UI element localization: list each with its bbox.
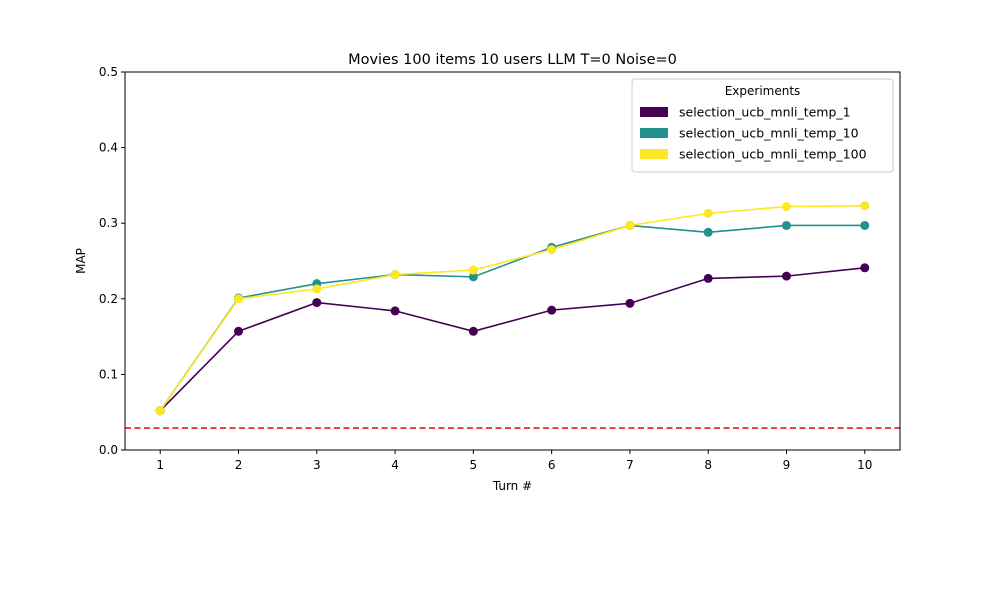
plot-area [125, 201, 900, 429]
x-axis: 1 2 3 4 5 6 7 8 9 10 [156, 450, 872, 472]
series-2-point [468, 272, 478, 282]
y-tick-label: 0.5 [99, 65, 118, 79]
legend-swatch-2 [640, 128, 668, 138]
series-1-point [547, 305, 557, 315]
series-2-point [860, 220, 870, 230]
legend-swatch-1 [640, 107, 668, 117]
series-1-point [860, 263, 870, 273]
series-3-point [781, 202, 791, 212]
series-3-point [312, 284, 322, 294]
x-tick-label: 7 [626, 458, 634, 472]
x-tick-label: 4 [391, 458, 399, 472]
series-1-point [625, 298, 635, 308]
series-3-point [468, 265, 478, 275]
series-line-1 [159, 267, 865, 412]
legend-swatch-3 [640, 149, 668, 159]
legend-label-2: selection_ucb_mnli_temp_10 [679, 126, 859, 141]
x-tick-label: 10 [857, 458, 872, 472]
y-axis: 0.0 0.1 0.2 0.3 0.4 0.5 [99, 65, 125, 457]
series-1-point [390, 306, 400, 316]
y-tick-label: 0.0 [99, 443, 118, 457]
x-tick-label: 2 [235, 458, 243, 472]
y-tick-label: 0.4 [99, 141, 118, 155]
x-tick-label: 5 [470, 458, 478, 472]
x-tick-label: 9 [783, 458, 791, 472]
x-axis-label: Turn # [492, 479, 532, 493]
series-3-point [625, 220, 635, 230]
x-tick-label: 1 [156, 458, 164, 472]
y-tick-label: 0.3 [99, 216, 118, 230]
series-3-point [860, 201, 870, 211]
series-3-point [390, 270, 400, 280]
legend-label-1: selection_ucb_mnli_temp_1 [679, 105, 851, 120]
series-1-point [781, 271, 791, 281]
x-tick-label: 8 [704, 458, 712, 472]
series-line-2 [159, 224, 865, 412]
series-3-point [234, 294, 244, 304]
series-1-point [703, 273, 713, 283]
y-tick-label: 0.2 [99, 292, 118, 306]
chart-title: Movies 100 items 10 users LLM T=0 Noise=… [348, 52, 677, 68]
series-2-point [703, 227, 713, 237]
legend-label-3: selection_ucb_mnli_temp_100 [679, 147, 867, 162]
x-tick-label: 3 [313, 458, 321, 472]
series-line-3 [159, 205, 865, 412]
y-tick-label: 0.1 [99, 367, 118, 381]
y-axis-label: MAP [74, 248, 88, 274]
series-1-point [312, 298, 322, 308]
series-3-point [703, 208, 713, 218]
series-2-point [781, 220, 791, 230]
legend-title: Experiments [725, 84, 801, 98]
series-1-point [468, 326, 478, 336]
series-1-point [234, 326, 244, 336]
legend: Experiments selection_ucb_mnli_temp_1sel… [631, 78, 894, 173]
series-3-point [155, 406, 165, 416]
legend-box [631, 78, 894, 173]
plot-frame [124, 71, 901, 451]
x-tick-label: 6 [548, 458, 556, 472]
series-3-point [547, 245, 557, 255]
